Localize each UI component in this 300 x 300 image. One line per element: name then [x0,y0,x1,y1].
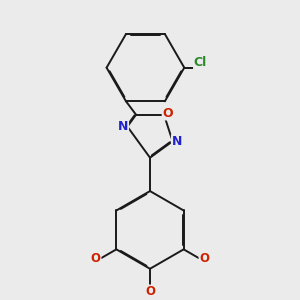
Text: Cl: Cl [194,56,207,69]
Text: O: O [91,251,101,265]
Text: O: O [145,285,155,298]
Text: O: O [199,251,209,265]
Text: N: N [172,135,182,148]
Text: N: N [118,120,128,133]
Text: O: O [162,107,173,120]
